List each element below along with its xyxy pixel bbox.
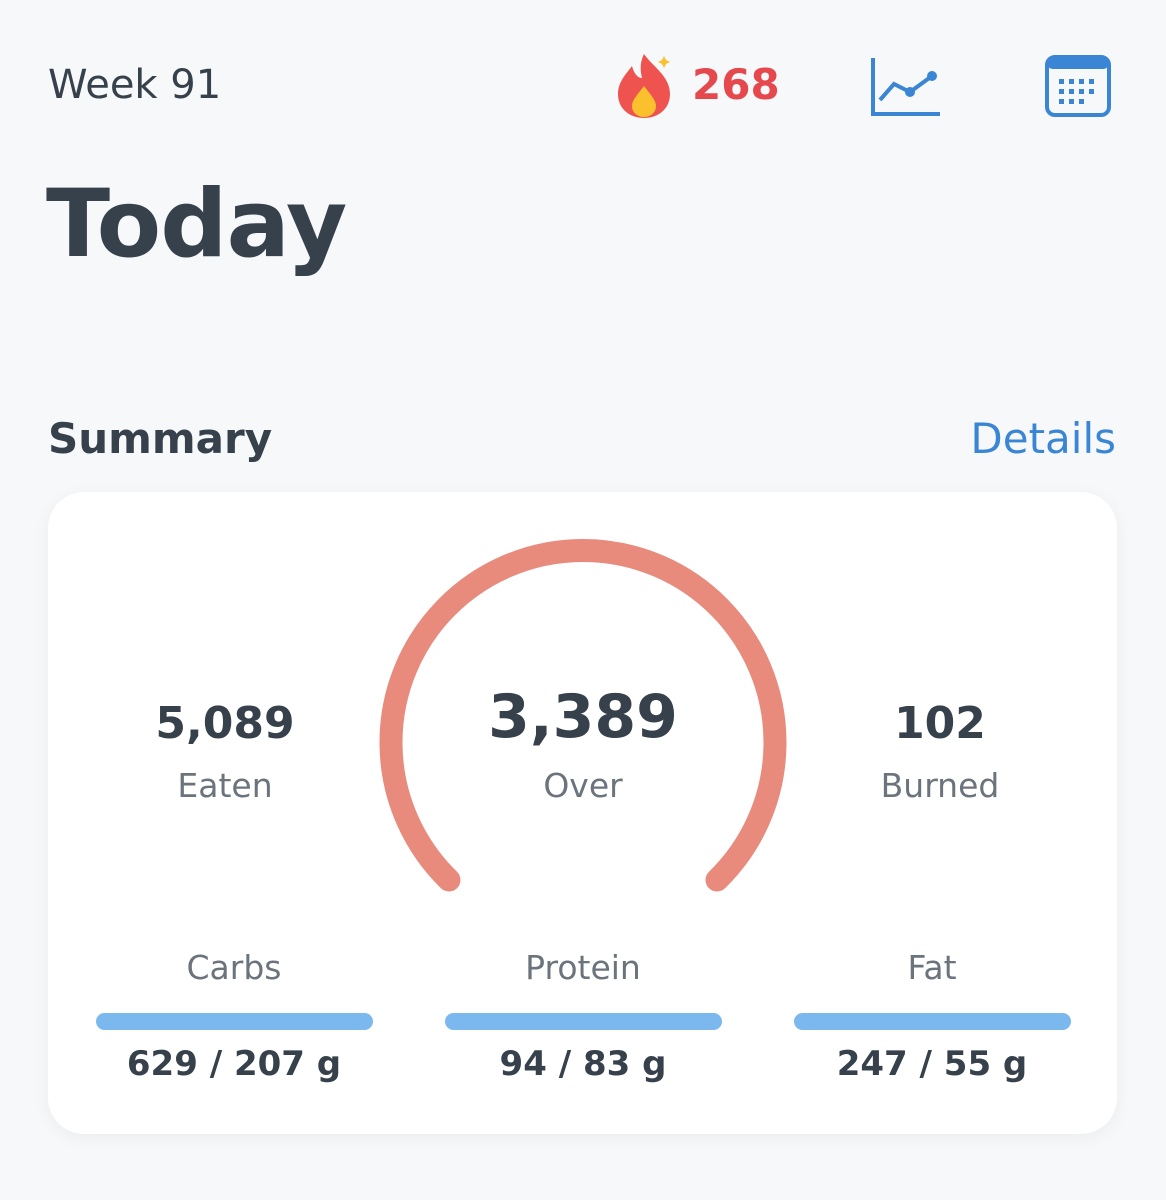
macro-bar: [445, 1013, 722, 1030]
macro-amount: 94 / 83 g: [499, 1044, 667, 1084]
streak-count: 268: [692, 60, 780, 109]
details-link[interactable]: Details: [970, 414, 1116, 463]
macro-amount: 629 / 207 g: [126, 1044, 342, 1084]
eaten-value: 5,089: [155, 698, 295, 749]
section-heading: Summary: [48, 414, 273, 463]
macro-name: Carbs: [186, 948, 282, 987]
page-title: Today: [46, 170, 347, 279]
gauge-arc: [379, 539, 787, 892]
balance-label: Over: [543, 766, 623, 805]
eaten-label: Eaten: [177, 766, 273, 805]
macro-name: Protein: [525, 948, 641, 987]
burned-label: Burned: [880, 766, 1000, 805]
balance-value: 3,389: [488, 682, 678, 752]
macro-bar: [96, 1013, 373, 1030]
week-label: Week 91: [48, 62, 222, 108]
macro-name: Fat: [907, 948, 957, 987]
macro-bar: [794, 1013, 1071, 1030]
flame-icon[interactable]: [612, 52, 676, 120]
burned-value: 102: [894, 698, 986, 749]
calendar-icon[interactable]: [1045, 55, 1111, 117]
chart-icon[interactable]: [870, 56, 942, 118]
macro-amount: 247 / 55 g: [836, 1044, 1028, 1084]
